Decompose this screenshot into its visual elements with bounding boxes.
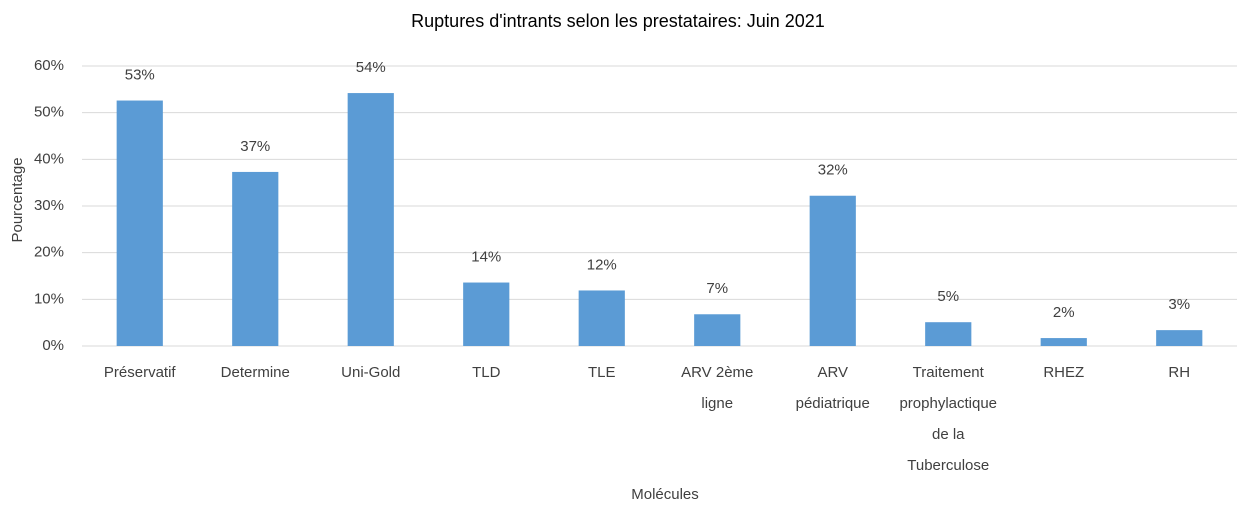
- y-tick-label: 40%: [34, 150, 64, 167]
- x-tick-label: Determine: [221, 364, 290, 381]
- y-tick-label: 0%: [42, 337, 64, 354]
- data-label: 3%: [1168, 296, 1190, 313]
- y-tick-label: 50%: [34, 104, 64, 121]
- x-tick-label: ARV pédiatrique: [796, 364, 870, 412]
- data-label: 32%: [818, 162, 848, 179]
- y-axis-label: Pourcentage: [9, 157, 26, 242]
- bar: [347, 93, 394, 346]
- bar: [1040, 338, 1087, 346]
- x-tick-label: Uni-Gold: [341, 364, 400, 381]
- data-label: 14%: [471, 249, 501, 266]
- data-label: 12%: [587, 256, 617, 273]
- bar: [578, 290, 625, 346]
- data-label: 53%: [125, 67, 155, 84]
- data-label: 54%: [356, 59, 386, 76]
- x-tick-label: RHEZ: [1043, 364, 1084, 381]
- y-tick-label: 60%: [34, 57, 64, 74]
- bar: [463, 282, 510, 346]
- data-label: 5%: [937, 288, 959, 305]
- bar: [925, 322, 972, 346]
- data-label: 37%: [240, 138, 270, 155]
- bar: [694, 314, 741, 346]
- data-label: 7%: [706, 280, 728, 297]
- x-axis-label: Molécules: [631, 486, 699, 503]
- x-tick-label: TLE: [588, 364, 616, 381]
- x-tick-label: ARV 2ème ligne: [681, 364, 753, 412]
- x-tick-label: Préservatif: [104, 364, 177, 381]
- chart-title: Ruptures d'intrants selon les prestatair…: [411, 11, 825, 31]
- y-tick-label: 30%: [34, 197, 64, 214]
- bar: [809, 195, 856, 346]
- x-tick-label: TLD: [472, 364, 501, 381]
- data-label: 2%: [1053, 304, 1075, 321]
- y-tick-label: 20%: [34, 244, 64, 261]
- y-tick-label: 10%: [34, 290, 64, 307]
- x-tick-label: RH: [1168, 364, 1190, 381]
- bar: [1156, 330, 1203, 346]
- bar: [232, 171, 279, 346]
- bar: [116, 100, 163, 347]
- x-tick-label: Traitement prophylactique de la Tuberculose: [899, 364, 997, 474]
